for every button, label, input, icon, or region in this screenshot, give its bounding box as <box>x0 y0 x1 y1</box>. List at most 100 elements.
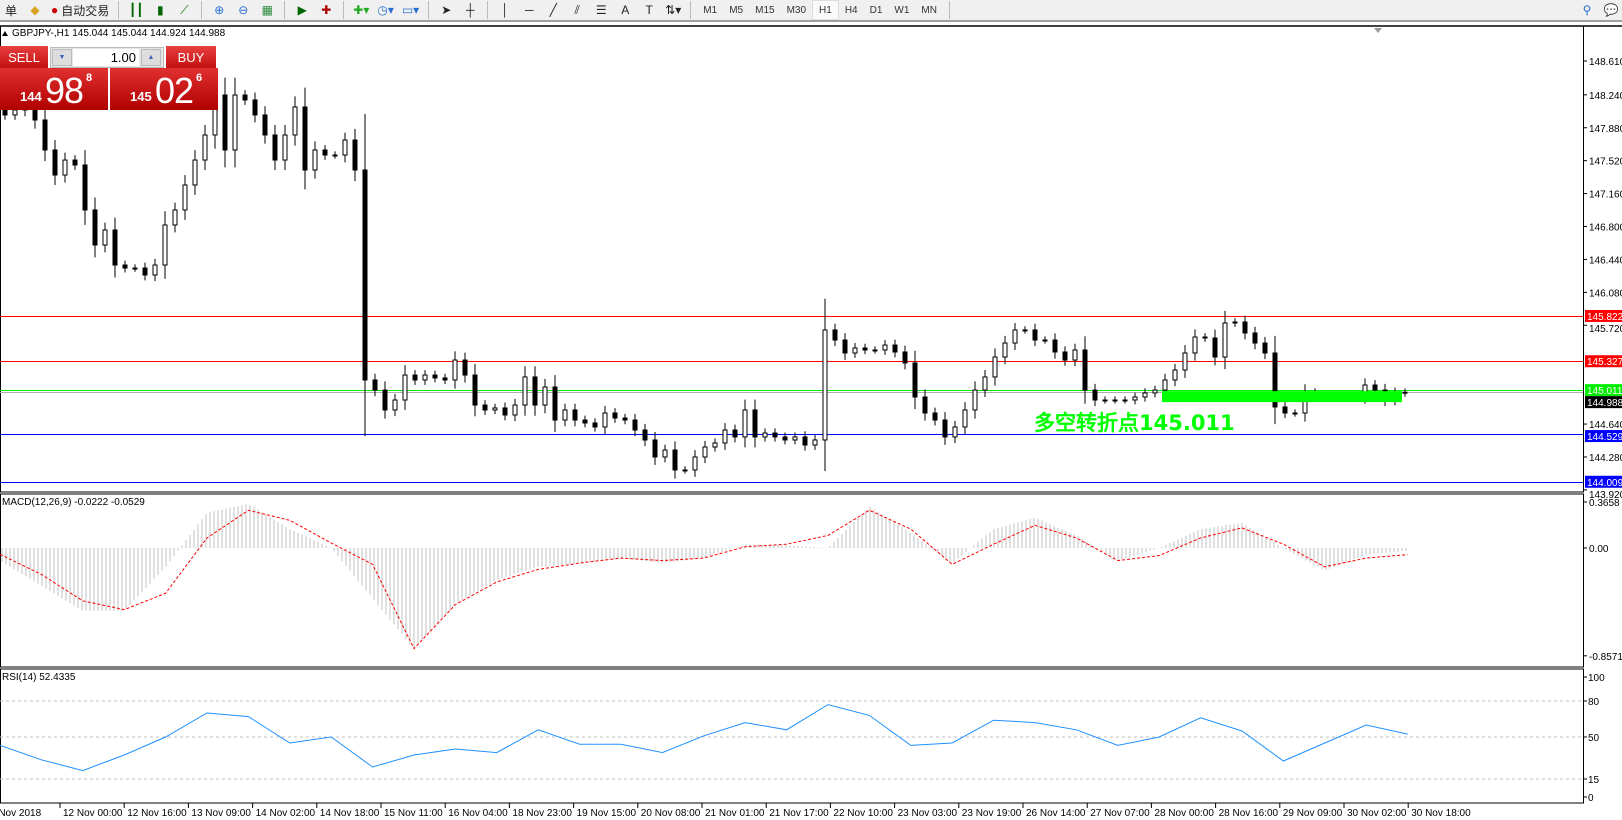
timeframe-w1[interactable]: W1 <box>894 4 910 16</box>
timeframe-d1[interactable]: D1 <box>869 4 883 16</box>
time-tick-label: 18 Nov 23:00 <box>512 808 572 819</box>
timeframe-mn[interactable]: MN <box>921 4 937 16</box>
price-tick-label: 147.160 <box>1589 190 1622 201</box>
candle-bearish <box>612 412 618 419</box>
lot-size-input[interactable] <box>73 49 139 66</box>
trendline-icon[interactable]: ╱ <box>549 3 557 17</box>
periods-clock-icon[interactable]: ◷▾ <box>377 3 394 17</box>
candle-bearish <box>72 159 78 166</box>
zoom-in-icon[interactable]: ⊕ <box>214 3 225 17</box>
price-tick-label: 148.240 <box>1589 91 1622 102</box>
price-tag <box>1585 430 1622 443</box>
lot-increase-icon[interactable]: ▲ <box>141 49 161 66</box>
candle-bullish <box>1402 391 1408 394</box>
time-tick-label: 29 Nov 09:00 <box>1283 808 1343 819</box>
candle-bearish <box>352 139 358 171</box>
one-click-trading-panel: SELL ▼ ▲ BUY 144 98 8 145 02 6 <box>0 46 218 111</box>
price-tick-label: 146.080 <box>1589 288 1622 299</box>
crosshair-icon[interactable]: ┼ <box>465 3 475 17</box>
timeframe-m15[interactable]: M15 <box>755 4 775 16</box>
time-tick-label: 21 Nov 01:00 <box>705 808 765 819</box>
timeframe-h1[interactable]: H1 <box>812 0 839 20</box>
candle-bullish <box>1042 339 1048 342</box>
separator <box>487 1 489 19</box>
line-chart-icon[interactable]: ⟋ <box>180 2 189 17</box>
timeframe-h4[interactable]: H4 <box>844 4 858 16</box>
price-tag-label: 144.529 <box>1587 432 1622 443</box>
search-icon[interactable]: ⚲ <box>1582 3 1592 17</box>
ask-price-button[interactable]: 145 02 6 <box>110 68 218 111</box>
rsi-tick-label: 0 <box>1588 793 1594 804</box>
time-tick-label: 14 Nov 02:00 <box>256 808 316 819</box>
pivot-level-bar <box>1162 391 1402 403</box>
candle-bullish <box>972 389 978 411</box>
candle-bullish <box>422 374 428 381</box>
candle-bearish <box>322 149 328 156</box>
candle-bullish <box>982 376 988 391</box>
equidistant-channel-icon[interactable]: ⫽ <box>574 2 580 17</box>
arrows-icon[interactable]: ⇅▾ <box>665 3 682 17</box>
candle-bullish <box>702 446 708 458</box>
candle-bullish <box>162 224 168 266</box>
candle-bearish <box>262 114 268 136</box>
eraser-icon[interactable]: ◆ <box>30 3 40 17</box>
candle-bullish <box>602 412 608 428</box>
candle-bearish <box>2 109 8 116</box>
lot-decrease-icon[interactable]: ▼ <box>52 49 72 66</box>
fibonacci-icon[interactable]: ☰ <box>595 3 607 17</box>
zoom-out-icon[interactable]: ⊖ <box>238 3 249 17</box>
horizontal-line-icon[interactable]: ─ <box>524 3 534 17</box>
time-tick-label: 22 Nov 10:00 <box>833 808 893 819</box>
tile-windows-icon[interactable]: ▦ <box>261 3 273 17</box>
candle-bullish <box>12 109 18 116</box>
vertical-line-icon[interactable]: │ <box>501 3 509 17</box>
candle-bearish <box>1372 384 1378 391</box>
sell-button[interactable]: SELL <box>0 46 48 68</box>
ask-pips: 02 <box>155 70 194 111</box>
text-icon[interactable]: A <box>621 3 630 17</box>
time-tick-label: 28 Nov 00:00 <box>1154 808 1214 819</box>
candle-bullish <box>562 409 568 421</box>
timeframe-m30[interactable]: M30 <box>786 4 807 16</box>
separator <box>343 1 345 19</box>
collapse-triangle-icon[interactable] <box>2 31 8 36</box>
candle-bullish <box>522 376 528 406</box>
bid-price-button[interactable]: 144 98 8 <box>0 68 108 111</box>
text-label-icon[interactable]: T <box>645 3 653 17</box>
auto-scroll-icon[interactable]: ▶ <box>297 3 307 17</box>
buy-button[interactable]: BUY <box>166 46 216 68</box>
candle-bullish <box>1002 342 1008 358</box>
candle-bearish <box>302 106 308 171</box>
candle-bearish <box>1202 336 1208 339</box>
menu-fragment[interactable]: 单 <box>4 3 17 18</box>
candle-bearish <box>472 374 478 406</box>
candle-bullish <box>692 456 698 471</box>
candlestick-icon[interactable]: ▮ <box>156 3 164 17</box>
chart-shift-icon[interactable]: ✚ <box>321 3 332 17</box>
bid-pips: 98 <box>45 70 84 111</box>
candle-bullish <box>662 449 668 458</box>
candle-bearish <box>432 374 438 379</box>
candle-bullish <box>882 344 888 351</box>
bar-chart-icon[interactable]: ┃┃ <box>129 3 144 17</box>
cursor-icon[interactable]: ➤ <box>441 3 452 17</box>
separator <box>284 1 286 19</box>
macd-panel-frame <box>0 493 1584 668</box>
lot-size-stepper[interactable]: ▼ ▲ <box>50 47 164 68</box>
shift-marker-icon <box>1374 28 1382 33</box>
candle-bullish <box>132 267 138 270</box>
candle-bearish <box>652 439 658 458</box>
templates-icon[interactable]: ▭▾ <box>401 3 420 17</box>
chat-icon[interactable]: 💬 <box>1603 3 1619 17</box>
auto-trade-button[interactable]: ● 自动交易 <box>48 0 112 20</box>
ask-big-figure: 145 <box>130 89 152 104</box>
rsi-tick-label: 100 <box>1588 673 1605 684</box>
timeframe-m1[interactable]: M1 <box>703 4 718 16</box>
auto-trade-label: 自动交易 <box>61 3 110 18</box>
timeframe-m5[interactable]: M5 <box>729 4 744 16</box>
candle-bearish <box>902 351 908 364</box>
time-tick-label: 9 Nov 2018 <box>0 808 42 819</box>
price-tag <box>1585 396 1622 409</box>
indicators-icon[interactable]: ✚▾ <box>353 3 370 17</box>
